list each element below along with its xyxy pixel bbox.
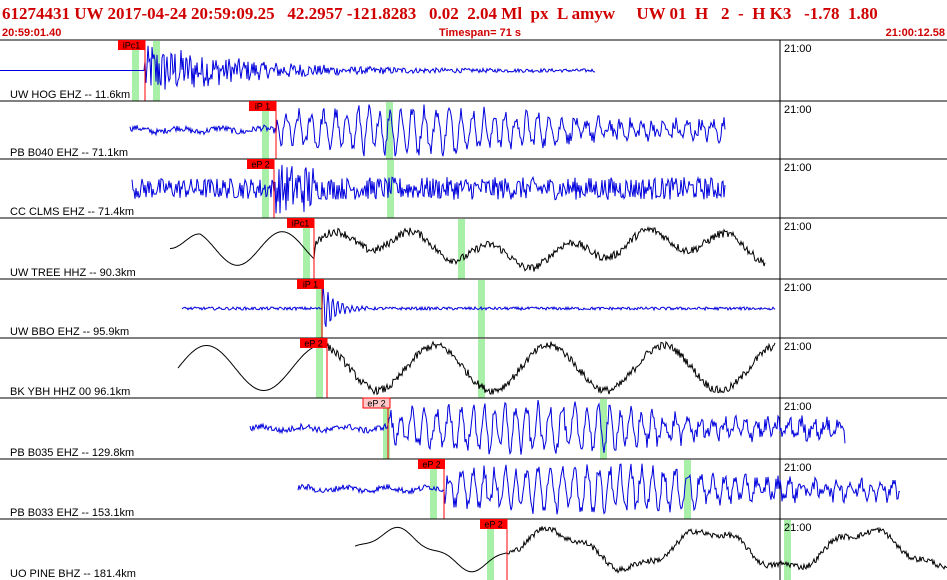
waveform (249, 399, 846, 456)
green-time-marker (386, 102, 393, 159)
waveform (181, 284, 776, 328)
station-label: UW TREE HHZ -- 90.3km (10, 267, 136, 279)
phase-pick-tag (480, 519, 507, 529)
phase-pick-tag (418, 459, 445, 469)
waveform (0, 45, 596, 90)
window-start-time: 20:59:01.40 (2, 27, 62, 39)
minute-label: 21:00 (784, 522, 812, 534)
green-time-marker (316, 339, 323, 398)
phase-pick-label: iPc1 (123, 41, 141, 51)
phase-pick-label: iP 1 (303, 280, 318, 290)
green-time-marker (684, 460, 691, 519)
station-label: UW HOG EHZ -- 11.6km (10, 89, 130, 101)
phase-pick-tag (287, 218, 314, 228)
minute-label: 21:00 (784, 462, 812, 474)
station-label: PB B033 EHZ -- 153.1km (10, 507, 134, 519)
station-label: UW BBO EHZ -- 95.9km (10, 326, 129, 338)
minute-label: 21:00 (784, 221, 812, 233)
station-label: PB B040 EHZ -- 71.1km (10, 147, 128, 159)
phase-pick-label: iP 1 (255, 102, 270, 112)
minute-label: 21:00 (784, 401, 812, 413)
station-label: BK YBH HHZ 00 96.1km (10, 386, 130, 398)
phase-pick-label: eP 2 (367, 399, 385, 409)
green-time-marker (262, 102, 269, 159)
timespan-readout: Timespan= 71 s (438, 27, 522, 39)
trace-panel: eP 2 21:00 BK YBH HHZ 00 96.1km (0, 337, 947, 398)
phase-pick-label: eP 2 (484, 520, 502, 530)
green-time-marker (487, 520, 494, 580)
green-time-marker (600, 399, 607, 459)
waveform (129, 104, 726, 157)
minute-label: 21:00 (784, 162, 812, 174)
minute-label: 21:00 (784, 43, 812, 55)
phase-pick-tag (118, 40, 145, 50)
trace-panel: iP 1 21:00 UW BBO EHZ -- 95.9km (0, 278, 947, 338)
phase-pick-label: iPc1 (292, 219, 310, 229)
phase-pick-label: eP 2 (251, 160, 269, 170)
trace-panel: iP 1 21:00 PB B040 EHZ -- 71.1km (0, 100, 947, 159)
phase-pick-label: eP 2 (304, 339, 322, 349)
trace-panel: iPc1 21:00 UW TREE HHZ -- 90.3km (0, 217, 947, 279)
phase-pick-label: eP 2 (422, 460, 440, 470)
green-time-marker (458, 219, 465, 279)
waveform (297, 463, 901, 515)
phase-pick-tag (362, 397, 391, 409)
phase-pick-tag (300, 338, 327, 348)
station-label: CC CLMS EHZ -- 71.4km (10, 206, 134, 218)
event-summary-header: 61274431 UW 2017-04-24 20:59:09.25 42.29… (2, 4, 878, 23)
waveform (177, 340, 776, 396)
green-time-marker (383, 399, 390, 459)
station-label: PB B035 EHZ -- 129.8km (10, 447, 134, 459)
trace-panel: eP 2 21:00 CC CLMS EHZ -- 71.4km (0, 158, 947, 218)
phase-pick-tag (297, 279, 324, 289)
waveform (170, 226, 766, 272)
trace-panel: eP 2 21:00 PB B033 EHZ -- 153.1km (0, 458, 947, 519)
phase-pick-tag (247, 159, 274, 169)
trace-panel: eP 2 21:00 PB B035 EHZ -- 129.8km (0, 397, 947, 459)
minute-label: 21:00 (784, 282, 812, 294)
green-time-marker (387, 160, 394, 218)
station-label: UO PINE BHZ -- 181.4km (10, 568, 136, 580)
green-time-marker (784, 520, 791, 580)
phase-pick-tag (249, 101, 276, 111)
window-end-time: 21:00:12.58 (885, 27, 945, 39)
waveform (131, 164, 726, 214)
minute-label: 21:00 (784, 341, 812, 353)
waveform (354, 526, 947, 574)
green-time-marker (303, 219, 310, 279)
green-time-marker (478, 339, 485, 398)
trace-panel: iPc1 21:00 UW HOG EHZ -- 11.6km (0, 39, 947, 101)
trace-panel: eP 2 21:00 UO PINE BHZ -- 181.4km (0, 518, 947, 580)
minute-label: 21:00 (784, 104, 812, 116)
